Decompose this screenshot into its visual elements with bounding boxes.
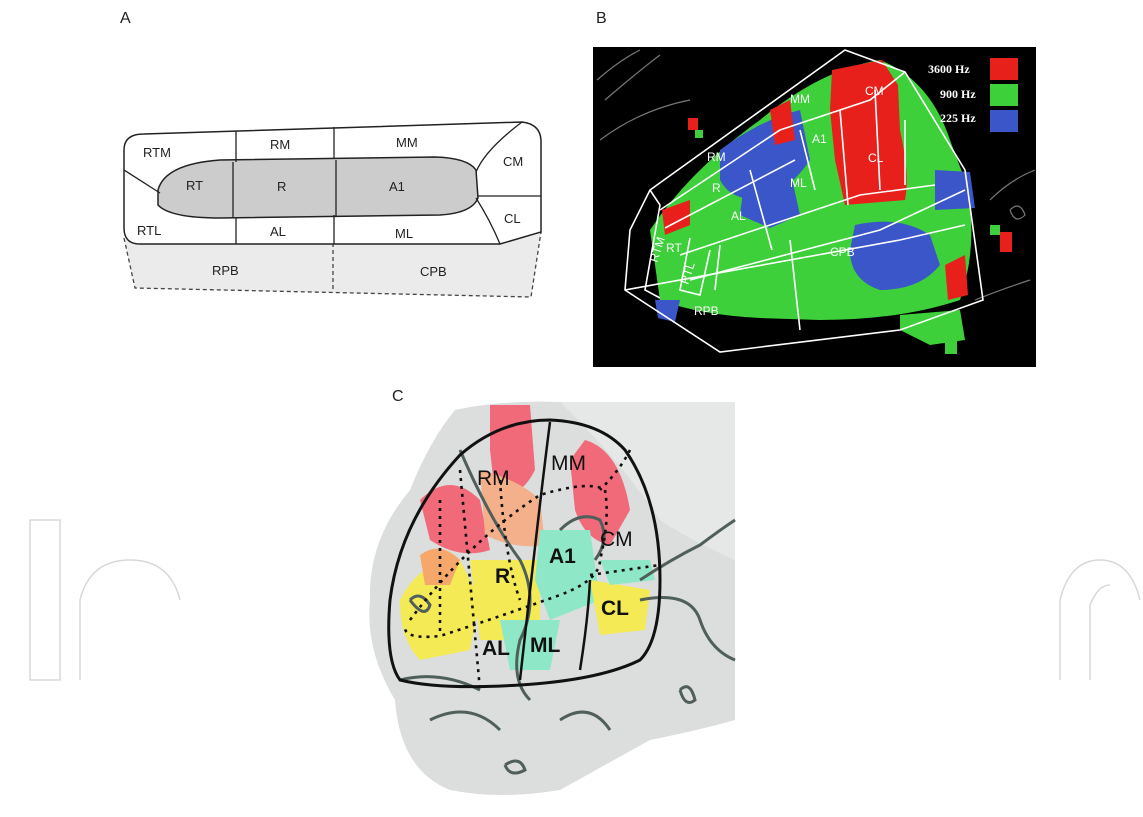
- region-label-r: R: [495, 565, 510, 588]
- region-label-al: AL: [731, 209, 746, 223]
- region-label-mm: MM: [790, 92, 810, 106]
- region-boundaries: [624, 49, 984, 353]
- region-label-cpb: CPB: [420, 264, 447, 279]
- region-label-r: R: [712, 181, 721, 195]
- panel-b-letter: B: [596, 10, 607, 27]
- panel-b-fmri-map: MM CM A1 RM R CL ML AL RTM RT RTL CPB RP…: [593, 47, 1036, 367]
- region-label-cl: CL: [868, 151, 884, 165]
- region-label-ml: ML: [790, 176, 807, 190]
- region-label-al: AL: [270, 224, 286, 239]
- outer-boundary: [387, 418, 662, 689]
- region-label-cpb: CPB: [830, 245, 855, 259]
- region-label-a1: A1: [389, 179, 405, 194]
- region-label-rm: RM: [477, 467, 510, 490]
- region-label-cm: CM: [865, 84, 884, 98]
- panel-c-letter: C: [392, 388, 404, 405]
- region-label-a1: A1: [549, 545, 576, 568]
- watermark-logo: [29, 519, 1141, 681]
- region-label-rtl: RTL: [137, 223, 161, 238]
- region-label-ml: ML: [395, 226, 413, 241]
- legend-swatch-mid: [990, 84, 1018, 106]
- legend-label-mid: 900 Hz: [940, 87, 976, 101]
- legend-swatch-low: [990, 110, 1018, 132]
- region-label-mm: MM: [396, 135, 418, 150]
- panel-c-surface-map: RM MM CM A1 R CL AL ML: [369, 401, 736, 795]
- region-label-rpb: RPB: [212, 263, 239, 278]
- legend-label-low: 225 Hz: [940, 111, 976, 125]
- region-label-rtm: RTM: [143, 145, 171, 160]
- panel-a-diagram: RTM RM MM CM RT R A1 RTL AL ML CL RPB CP…: [123, 121, 542, 298]
- region-label-cm: CM: [600, 528, 633, 551]
- region-label-mm: MM: [551, 452, 586, 475]
- region-label-rm: RM: [270, 137, 290, 152]
- region-label-r: R: [277, 179, 286, 194]
- sulcal-contours: [596, 49, 1036, 301]
- region-label-rt: RT: [186, 178, 203, 193]
- legend-label-high: 3600 Hz: [928, 62, 970, 76]
- core-region: [157, 156, 479, 219]
- region-label-cm: CM: [503, 154, 523, 169]
- region-label-a1: A1: [812, 132, 827, 146]
- region-label-al: AL: [482, 637, 510, 660]
- activation-map: [650, 60, 1012, 354]
- region-label-cl: CL: [504, 211, 521, 226]
- region-label-cl: CL: [601, 597, 629, 620]
- region-label-rtl: RTL: [678, 260, 698, 286]
- region-label-ml: ML: [530, 634, 560, 657]
- region-label-rm: RM: [707, 150, 726, 164]
- panel-a-letter: A: [120, 10, 131, 27]
- legend-swatch-high: [990, 58, 1018, 80]
- region-label-rpb: RPB: [694, 304, 719, 318]
- region-label-rt: RT: [666, 241, 682, 255]
